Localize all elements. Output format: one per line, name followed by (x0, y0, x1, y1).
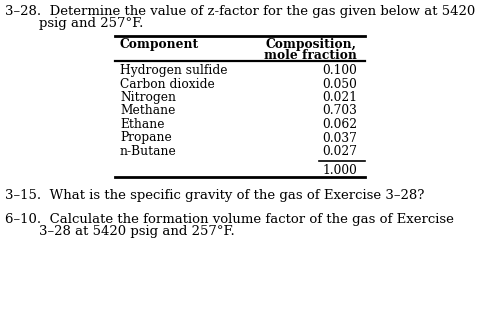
Text: Propane: Propane (120, 131, 172, 144)
Text: 3–15.  What is the specific gravity of the gas of Exercise 3–28?: 3–15. What is the specific gravity of th… (5, 189, 424, 202)
Text: Ethane: Ethane (120, 118, 165, 131)
Text: psig and 257°F.: psig and 257°F. (5, 17, 144, 30)
Text: Methane: Methane (120, 105, 175, 118)
Text: n-Butane: n-Butane (120, 145, 177, 158)
Text: Carbon dioxide: Carbon dioxide (120, 78, 215, 90)
Text: Component: Component (120, 38, 199, 51)
Text: Hydrogen sulfide: Hydrogen sulfide (120, 64, 228, 77)
Text: 0.021: 0.021 (322, 91, 357, 104)
Text: 0.703: 0.703 (322, 105, 357, 118)
Text: 0.050: 0.050 (322, 78, 357, 90)
Text: 0.027: 0.027 (322, 145, 357, 158)
Text: 6–10.  Calculate the formation volume factor of the gas of Exercise: 6–10. Calculate the formation volume fac… (5, 214, 454, 226)
Text: mole fraction: mole fraction (264, 49, 357, 62)
Text: 3–28.  Determine the value of z-factor for the gas given below at 5420: 3–28. Determine the value of z-factor fo… (5, 5, 475, 18)
Text: Composition,: Composition, (266, 38, 357, 51)
Text: 0.100: 0.100 (322, 64, 357, 77)
Text: 1.000: 1.000 (322, 163, 357, 176)
Text: 0.037: 0.037 (322, 131, 357, 144)
Text: 0.062: 0.062 (322, 118, 357, 131)
Text: Nitrogen: Nitrogen (120, 91, 176, 104)
Text: 3–28 at 5420 psig and 257°F.: 3–28 at 5420 psig and 257°F. (5, 225, 235, 238)
